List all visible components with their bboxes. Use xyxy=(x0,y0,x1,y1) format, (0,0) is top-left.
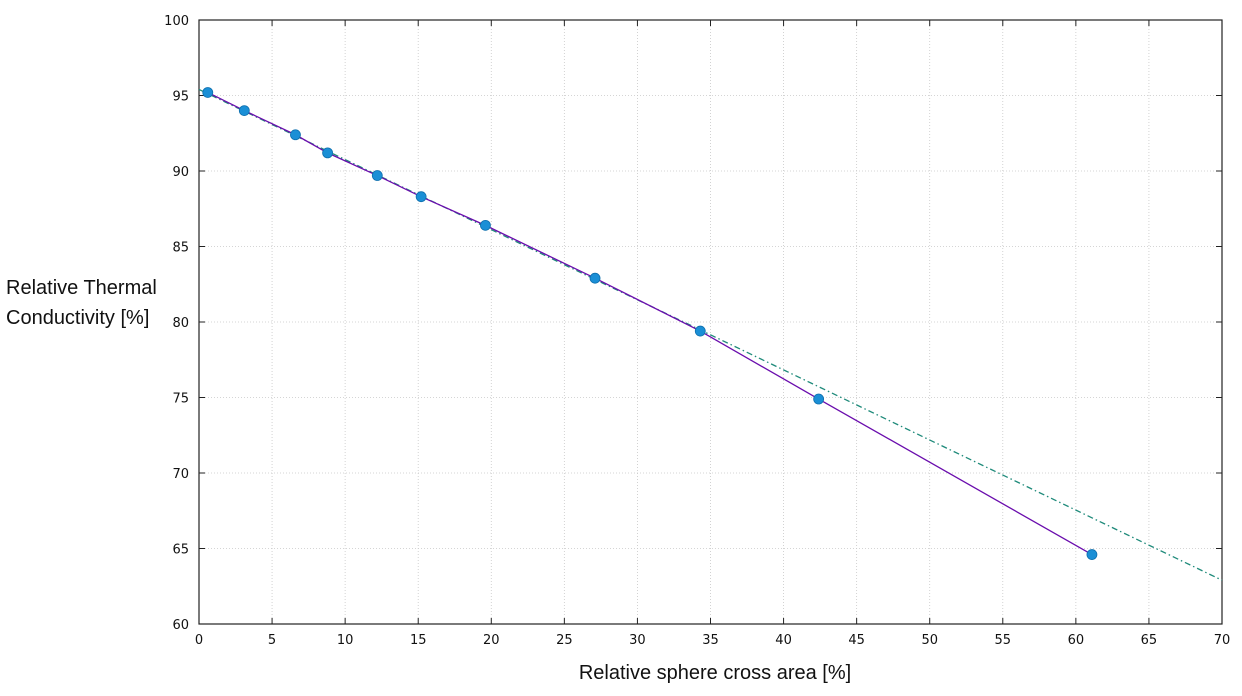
axis-ticks: 0 5 10 15 20 25 30 35 40 45 50 55 60 65 70 60 65 70 75 80 85… xyxy=(164,14,1230,648)
data-point xyxy=(813,393,825,405)
x-tick-label: 40 xyxy=(775,633,792,648)
x-tick-label: 5 xyxy=(268,633,276,648)
y-axis-label-line-2: Conductivity [%] xyxy=(6,307,150,329)
y-tick-label: 90 xyxy=(172,165,189,180)
x-tick-label: 55 xyxy=(995,633,1012,648)
x-tick-label: 10 xyxy=(337,633,354,648)
y-tick-label: 85 xyxy=(172,241,189,256)
data-point xyxy=(415,191,427,203)
x-tick-label: 15 xyxy=(410,633,427,648)
y-axis-label-line-1: Relative Thermal xyxy=(6,277,157,299)
x-tick-label: 30 xyxy=(629,633,646,648)
data-point xyxy=(371,170,383,181)
y-tick-label: 65 xyxy=(172,543,189,558)
x-tick-label: 0 xyxy=(195,633,203,648)
x-tick-label: 20 xyxy=(483,633,500,648)
x-tick-label: 60 xyxy=(1068,633,1085,648)
x-tick-label: 70 xyxy=(1214,633,1231,648)
series xyxy=(198,87,1223,581)
grid xyxy=(199,20,1222,624)
y-tick-label: 95 xyxy=(172,90,189,105)
series-line xyxy=(207,91,1093,556)
data-point xyxy=(322,147,334,159)
y-tick-label: 60 xyxy=(172,618,189,633)
x-tick-label: 45 xyxy=(848,633,865,648)
y-tick-label: 80 xyxy=(172,316,189,331)
y-tick-label: 75 xyxy=(172,392,189,407)
data-point xyxy=(1086,549,1098,560)
data-point xyxy=(202,87,214,98)
y-tick-label: 100 xyxy=(164,14,189,29)
x-tick-label: 65 xyxy=(1141,633,1158,648)
data-point xyxy=(589,272,601,284)
y-tick-label: 70 xyxy=(172,467,189,482)
data-point xyxy=(238,105,250,116)
fit-line xyxy=(198,88,1223,581)
x-axis-label: Relative sphere cross area [%] xyxy=(578,662,852,684)
data-point xyxy=(290,129,301,141)
data-point xyxy=(480,219,491,231)
x-tick-label: 25 xyxy=(556,633,573,648)
x-tick-label: 50 xyxy=(921,633,938,648)
data-point xyxy=(694,325,706,337)
x-tick-label: 35 xyxy=(702,633,719,648)
